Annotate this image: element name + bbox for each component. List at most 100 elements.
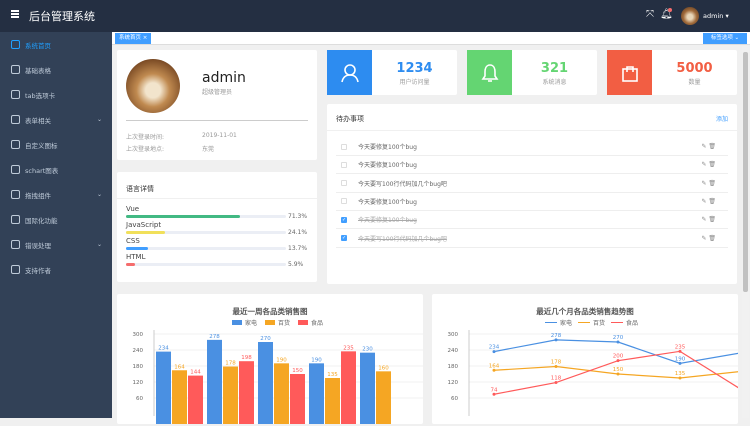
sidebar-item-2[interactable]: tab选项卡 [0,82,112,107]
sidebar-item-8[interactable]: 错误处理 ⌄ [0,232,112,257]
edit-delete-icons[interactable]: ✎ 🗑 [701,234,716,242]
todo-checkbox[interactable] [341,143,347,150]
todo-item: 今天要写100行代码加几个bug吧 ✎ 🗑 [336,175,728,193]
close-icon[interactable]: × [142,35,148,41]
sidebar-item-label: 表单相关 [25,116,51,125]
edit-delete-icons[interactable]: ✎ 🗑 [701,143,716,150]
language-progress [126,247,286,250]
bar-label: 160 [378,365,389,371]
user-icon [327,50,372,95]
stat-value: 5000 [676,61,713,76]
sidebar-item-5[interactable]: schart图表 [0,157,112,182]
language-name: JavaScript [126,221,162,229]
point-label: 200 [613,354,624,360]
menu-icon [11,240,20,249]
language-name: HTML [126,253,146,261]
series-line [493,339,743,364]
y-tick-label: 120 [133,380,144,386]
y-tick-label: 180 [448,364,459,370]
stat-label: 系统消息 [542,79,567,86]
menu-icon [11,140,20,149]
todo-checkbox[interactable] [341,198,347,205]
collapse-menu-button[interactable] [11,10,19,18]
todo-title: 待办事项 [336,115,364,123]
tag-options-button[interactable]: 标签选项 ⌄ [703,33,747,44]
language-item: JavaScript 24.1% [126,221,308,236]
menu-icon [11,40,20,49]
point-label: 164 [489,363,500,369]
data-point [616,372,620,376]
todo-text: 今天要写100行代码加几个bug吧 [358,235,447,243]
notification-badge [668,8,672,12]
stat-card: 5000 数量 [607,50,737,95]
sidebar-item-0[interactable]: 系统首页 [0,32,112,57]
chevron-down-icon: ⌄ [96,116,102,123]
edit-delete-icons[interactable]: ✎ 🗑 [701,216,716,224]
menu-icon [11,265,20,274]
chart-title: 最近几个月各品类销售趋势图 [536,306,634,316]
language-item: Vue 71.3% [126,205,308,220]
bar-label: 230 [362,347,373,353]
profile-name: admin [202,70,246,86]
sidebar-item-7[interactable]: 国际化功能 [0,207,112,232]
todo-item: 今天要修复100个bug ✎ 🗑 [336,138,728,156]
todo-text: 今天要修复100个bug [358,198,417,206]
shopping-bag-icon [607,50,652,95]
point-label: 135 [675,371,686,377]
y-tick-label: 180 [133,364,144,370]
y-tick-label: 60 [136,396,143,402]
language-item: HTML 5.9% [126,253,308,268]
point-label: 150 [613,367,624,373]
user-dropdown[interactable]: admin ▾ [703,12,729,20]
data-point [492,392,496,396]
fullscreen-icon[interactable]: ⤧ [646,9,654,20]
sidebar-item-9[interactable]: 支持作者 [0,257,112,282]
tag-label: 系统首页 [119,35,142,41]
todo-text: 今天要修复100个bug [358,162,417,170]
legend-label: 食品 [626,319,638,327]
sidebar-item-1[interactable]: 基础表格 [0,57,112,82]
sidebar-item-3[interactable]: 表单相关 ⌄ [0,107,112,132]
bell-icon[interactable]: 🔔︎ [660,9,673,20]
tag-home[interactable]: 系统首页 × [115,33,152,44]
user-avatar[interactable] [681,7,699,25]
edit-delete-icons[interactable]: ✎ 🗑 [701,197,716,205]
todo-checkbox[interactable] [341,161,347,168]
language-name: Vue [126,205,140,213]
edit-delete-icons[interactable]: ✎ 🗑 [701,161,716,169]
bar [172,370,187,424]
todo-checkbox[interactable] [341,180,347,187]
todo-checkbox[interactable]: ✓ [341,216,347,223]
add-todo-button[interactable]: 添加 [715,116,728,123]
legend-label: 家电 [245,319,257,327]
bar [325,378,340,424]
sidebar-item-label: 自定义图标 [25,141,58,150]
sidebar-item-4[interactable]: 自定义图标 [0,132,112,157]
language-percent: 5.9% [288,261,304,268]
language-percent: 13.7% [288,245,308,252]
menu-icon [11,65,20,74]
stat-value: 321 [540,61,569,76]
stat-label: 用户访问量 [399,79,430,86]
scrollbar[interactable] [742,46,749,418]
data-point [554,365,558,369]
data-point [616,359,620,363]
menu-icon [11,215,20,224]
point-label: 270 [613,335,624,341]
bar [309,363,324,424]
language-percent: 71.3% [288,213,308,220]
language-card: 语言详情 Vue 71.3% JavaScript 24.1% CSS 13.7% HTML… [117,172,317,282]
data-point [554,338,558,342]
todo-checkbox[interactable]: ✓ [341,235,347,241]
bar [376,371,391,424]
legend-label: 百货 [593,319,605,327]
bell-icon [467,50,512,95]
sidebar-item-6[interactable]: 拖拽组件 ⌄ [0,182,112,207]
stat-value: 1234 [396,61,433,76]
point-label: 178 [551,360,562,366]
edit-delete-icons[interactable]: ✎ 🗑 [701,179,716,187]
stat-card: 1234 用户访问量 [327,50,457,95]
todo-item: ✓ 今天要修复100个bug ✎ 🗑 [336,211,728,230]
